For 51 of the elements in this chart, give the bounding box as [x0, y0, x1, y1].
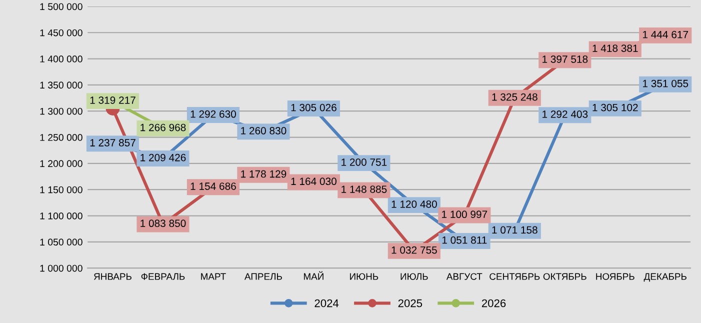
y-tick-label: 1 350 000 [40, 82, 82, 89]
data-label: 1 120 480 [392, 200, 437, 208]
y-tick-label: 1 250 000 [40, 134, 82, 141]
data-label: 1 083 850 [140, 220, 186, 228]
data-label: 1 325 248 [492, 93, 538, 101]
y-tick-label: 1 000 000 [40, 264, 82, 272]
x-tick-label: ФЕВРАЛЬ [141, 273, 185, 280]
data-label: 1 148 885 [342, 186, 387, 193]
data-label: 1 164 030 [291, 178, 336, 186]
y-tick-label: 1 300 000 [40, 108, 82, 115]
data-label: 1 178 129 [241, 170, 286, 178]
data-label: 1 266 968 [140, 124, 186, 132]
x-tick-label: СЕНТЯБРЬ [490, 273, 540, 280]
y-tick-label: 1 150 000 [40, 186, 82, 194]
x-tick-label: ОКТЯБРЬ [543, 273, 586, 280]
data-label: 1 200 751 [342, 158, 387, 166]
data-label: 1 305 102 [592, 104, 638, 112]
data-label: 1 237 857 [90, 139, 136, 146]
x-tick-label: МАЙ [304, 271, 324, 280]
y-tick-label: 1 500 000 [40, 3, 82, 10]
x-tick-label: АВГУСТ [446, 273, 482, 280]
x-tick-label: МАРТ [201, 273, 226, 280]
x-tick-label: ЯНВАРЬ [94, 273, 132, 280]
data-label: 1 351 055 [642, 80, 688, 88]
data-label: 1 154 686 [190, 182, 236, 190]
data-label: 1 051 811 [442, 236, 487, 244]
x-tick-label: АПРЕЛЬ [244, 273, 282, 280]
x-tick-label: ИЮЛЬ [400, 273, 428, 280]
data-label: 1 418 381 [592, 44, 638, 52]
legend-label: 2024 [314, 299, 339, 308]
data-label: 1 444 617 [642, 30, 688, 38]
x-tick-label: НОЯБРЬ [596, 273, 634, 280]
y-tick-label: 1 050 000 [40, 238, 82, 246]
data-label: 1 071 158 [492, 226, 538, 234]
data-label: 1 397 518 [542, 56, 588, 63]
data-label: 1 032 755 [392, 246, 437, 254]
x-tick-label: ИЮНЬ [350, 273, 378, 280]
y-tick-label: 1 450 000 [40, 29, 82, 36]
data-label: 1 319 217 [90, 96, 136, 104]
y-tick-label: 1 400 000 [40, 56, 82, 62]
data-label: 1 305 026 [291, 104, 336, 112]
data-label: 1 292 403 [542, 110, 588, 118]
data-label: 1 100 997 [442, 210, 488, 218]
y-tick-label: 1 200 000 [40, 160, 82, 168]
data-label: 1 209 426 [140, 154, 186, 162]
data-label: 1 292 630 [190, 110, 236, 118]
legend-label: 2025 [398, 299, 422, 308]
data-label: 1 260 830 [241, 127, 286, 134]
legend-label: 2026 [482, 299, 506, 308]
y-tick-label: 1 100 000 [40, 212, 82, 220]
x-tick-label: ДЕКАБРЬ [644, 273, 686, 282]
